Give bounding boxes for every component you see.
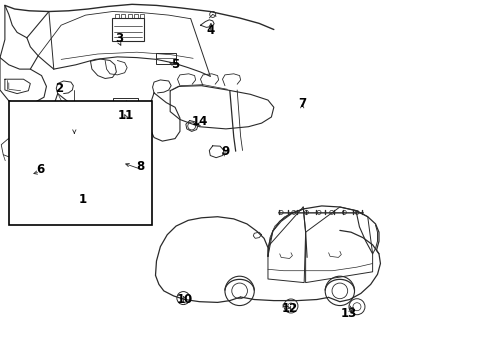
Text: 13: 13 (340, 307, 357, 320)
Text: 3: 3 (115, 32, 122, 45)
Text: 14: 14 (191, 115, 207, 128)
Bar (155, 53, 176, 64)
Text: 9: 9 (222, 145, 229, 158)
Bar (113, 98, 138, 112)
Text: 1: 1 (79, 193, 87, 206)
Text: 4: 4 (206, 24, 214, 37)
Text: 6: 6 (36, 163, 44, 176)
Text: 10: 10 (176, 293, 193, 306)
Bar (9, 101, 151, 225)
Text: 2: 2 (56, 82, 63, 95)
Text: 7: 7 (298, 97, 305, 110)
Text: 8: 8 (137, 160, 144, 173)
Text: 5: 5 (171, 58, 179, 71)
Text: 12: 12 (281, 302, 297, 315)
Bar (112, 18, 144, 41)
Text: 11: 11 (118, 109, 134, 122)
